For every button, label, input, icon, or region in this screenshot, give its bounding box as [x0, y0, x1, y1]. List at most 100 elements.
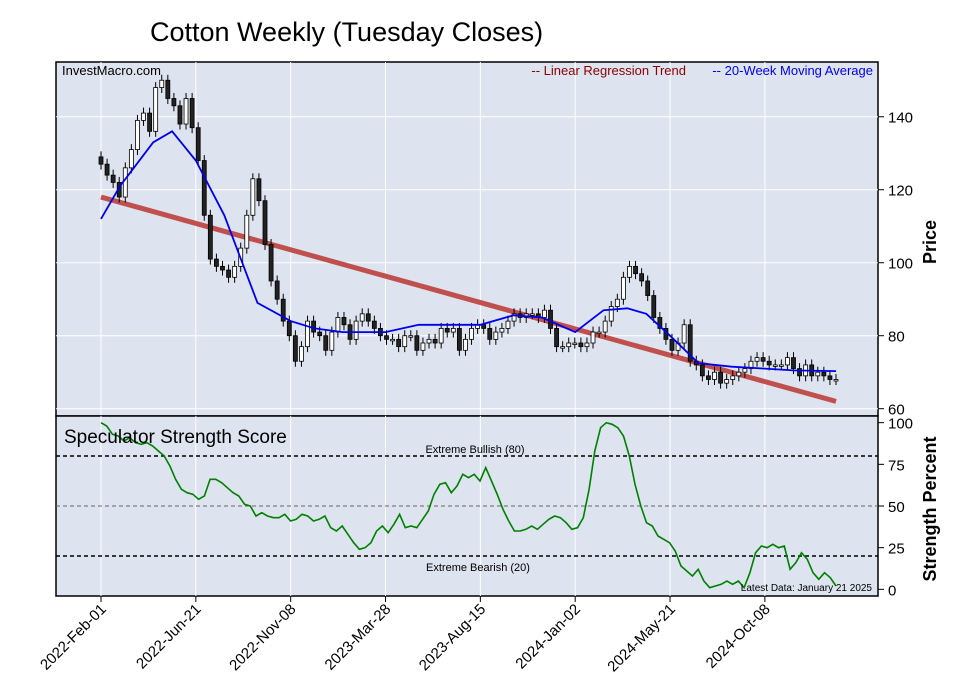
candle-body [171, 98, 177, 107]
candle-body [772, 364, 778, 367]
candle-body [183, 98, 189, 125]
candle-body [189, 98, 195, 129]
regression-trend-line [100, 194, 837, 404]
extreme-bearish-label: Extreme Bearish (20) [426, 562, 530, 574]
candle-body [201, 160, 207, 216]
candle-body [542, 309, 547, 318]
linear-regression-trend [100, 194, 837, 404]
candle-body [760, 357, 766, 362]
price-y-tick-label: 80 [888, 329, 905, 346]
candle-body [195, 127, 201, 161]
candle-body [359, 313, 365, 322]
candle-body [815, 371, 821, 377]
x-tick-label: 2024-Jan-02 [512, 601, 584, 673]
candle-body [207, 214, 213, 260]
candle-body [463, 338, 468, 351]
candle-body [365, 313, 371, 322]
candle-body [286, 320, 292, 337]
candle-body [505, 320, 511, 329]
candle-body [341, 317, 347, 326]
moving-average-polyline [100, 130, 837, 372]
candle-body [554, 328, 559, 348]
candle-body [724, 379, 730, 384]
price-gridlines [56, 62, 878, 416]
candle-body [408, 335, 414, 338]
candle-body [396, 338, 402, 348]
strength-reference-lines [56, 455, 878, 557]
candle-body [390, 338, 395, 342]
candle-body [110, 174, 116, 183]
candle-body [791, 357, 796, 369]
candle-body [511, 313, 517, 322]
x-tick-label: 2023-Mar-28 [322, 601, 395, 674]
candle-body [669, 338, 675, 351]
candle-body [608, 306, 614, 322]
price-y-axis: 60 80 100 120 140 [878, 110, 913, 419]
candle-body [481, 324, 487, 329]
strength-score-polyline [100, 421, 837, 590]
candle-body [232, 265, 238, 278]
candle-body [566, 342, 572, 348]
candle-body [317, 331, 323, 337]
candle-body [438, 328, 444, 344]
candle-body [736, 371, 742, 377]
candle-body [827, 375, 833, 380]
candle-body [371, 320, 377, 329]
candle-body [754, 357, 760, 362]
candle-body [226, 269, 231, 278]
candle-body [456, 328, 462, 351]
candle-body [778, 364, 784, 367]
strength-y-tick-label: 25 [888, 541, 905, 558]
legend-moving-average: -- 20-Week Moving Average [712, 63, 873, 78]
strength-y-tick-label: 75 [888, 457, 905, 474]
candle-body [766, 360, 772, 366]
x-tick-label: 2024-Oct-08 [703, 601, 774, 672]
candle-body [402, 335, 408, 348]
candle-body [602, 320, 608, 333]
candle-body [165, 79, 171, 99]
candle-body [450, 328, 456, 333]
candle-body [299, 346, 304, 362]
strength-y-label: Strength Percent [920, 436, 940, 581]
candle-body [329, 331, 335, 351]
candle-body [548, 309, 553, 329]
candle-body [633, 265, 638, 275]
price-y-tick-label: 140 [888, 110, 913, 127]
extreme-bullish-label: Extreme Bullish (80) [425, 444, 524, 456]
strength-panel-title: Speculator Strength Score [64, 427, 287, 448]
strength-y-tick-label: 50 [888, 499, 905, 516]
candle-body [262, 200, 268, 245]
candle-body [620, 276, 626, 300]
candle-body [274, 280, 280, 300]
candle-body [687, 324, 693, 362]
source-label: InvestMacro.com [62, 63, 161, 78]
candle-body [141, 112, 146, 121]
candle-body [657, 317, 663, 329]
candle-body [529, 313, 535, 316]
candle-body [596, 331, 602, 334]
candle-body [645, 280, 651, 296]
candle-body [499, 328, 505, 333]
candle-body [681, 324, 687, 344]
candle-body [651, 295, 657, 318]
strength-y-tick-label: 0 [888, 582, 896, 599]
candle-body [104, 163, 110, 176]
candle-body [353, 320, 359, 340]
x-tick-label: 2022-Nov-08 [226, 601, 299, 674]
moving-average-line [100, 130, 837, 372]
price-y-tick-label: 120 [888, 183, 913, 200]
candle-body [821, 371, 827, 377]
candle-body [578, 342, 584, 348]
candle-body [214, 258, 219, 267]
candle-body [639, 273, 645, 282]
legend-regression-trend: -- Linear Regression Trend [531, 63, 686, 78]
x-tick-label: 2022-Feb-01 [37, 601, 110, 674]
candle-body [147, 112, 152, 132]
candle-body [699, 364, 705, 377]
candle-body [487, 328, 493, 340]
candle-body [426, 338, 432, 344]
candle-body [256, 178, 262, 202]
candle-body [311, 320, 317, 333]
candle-body [584, 342, 590, 348]
